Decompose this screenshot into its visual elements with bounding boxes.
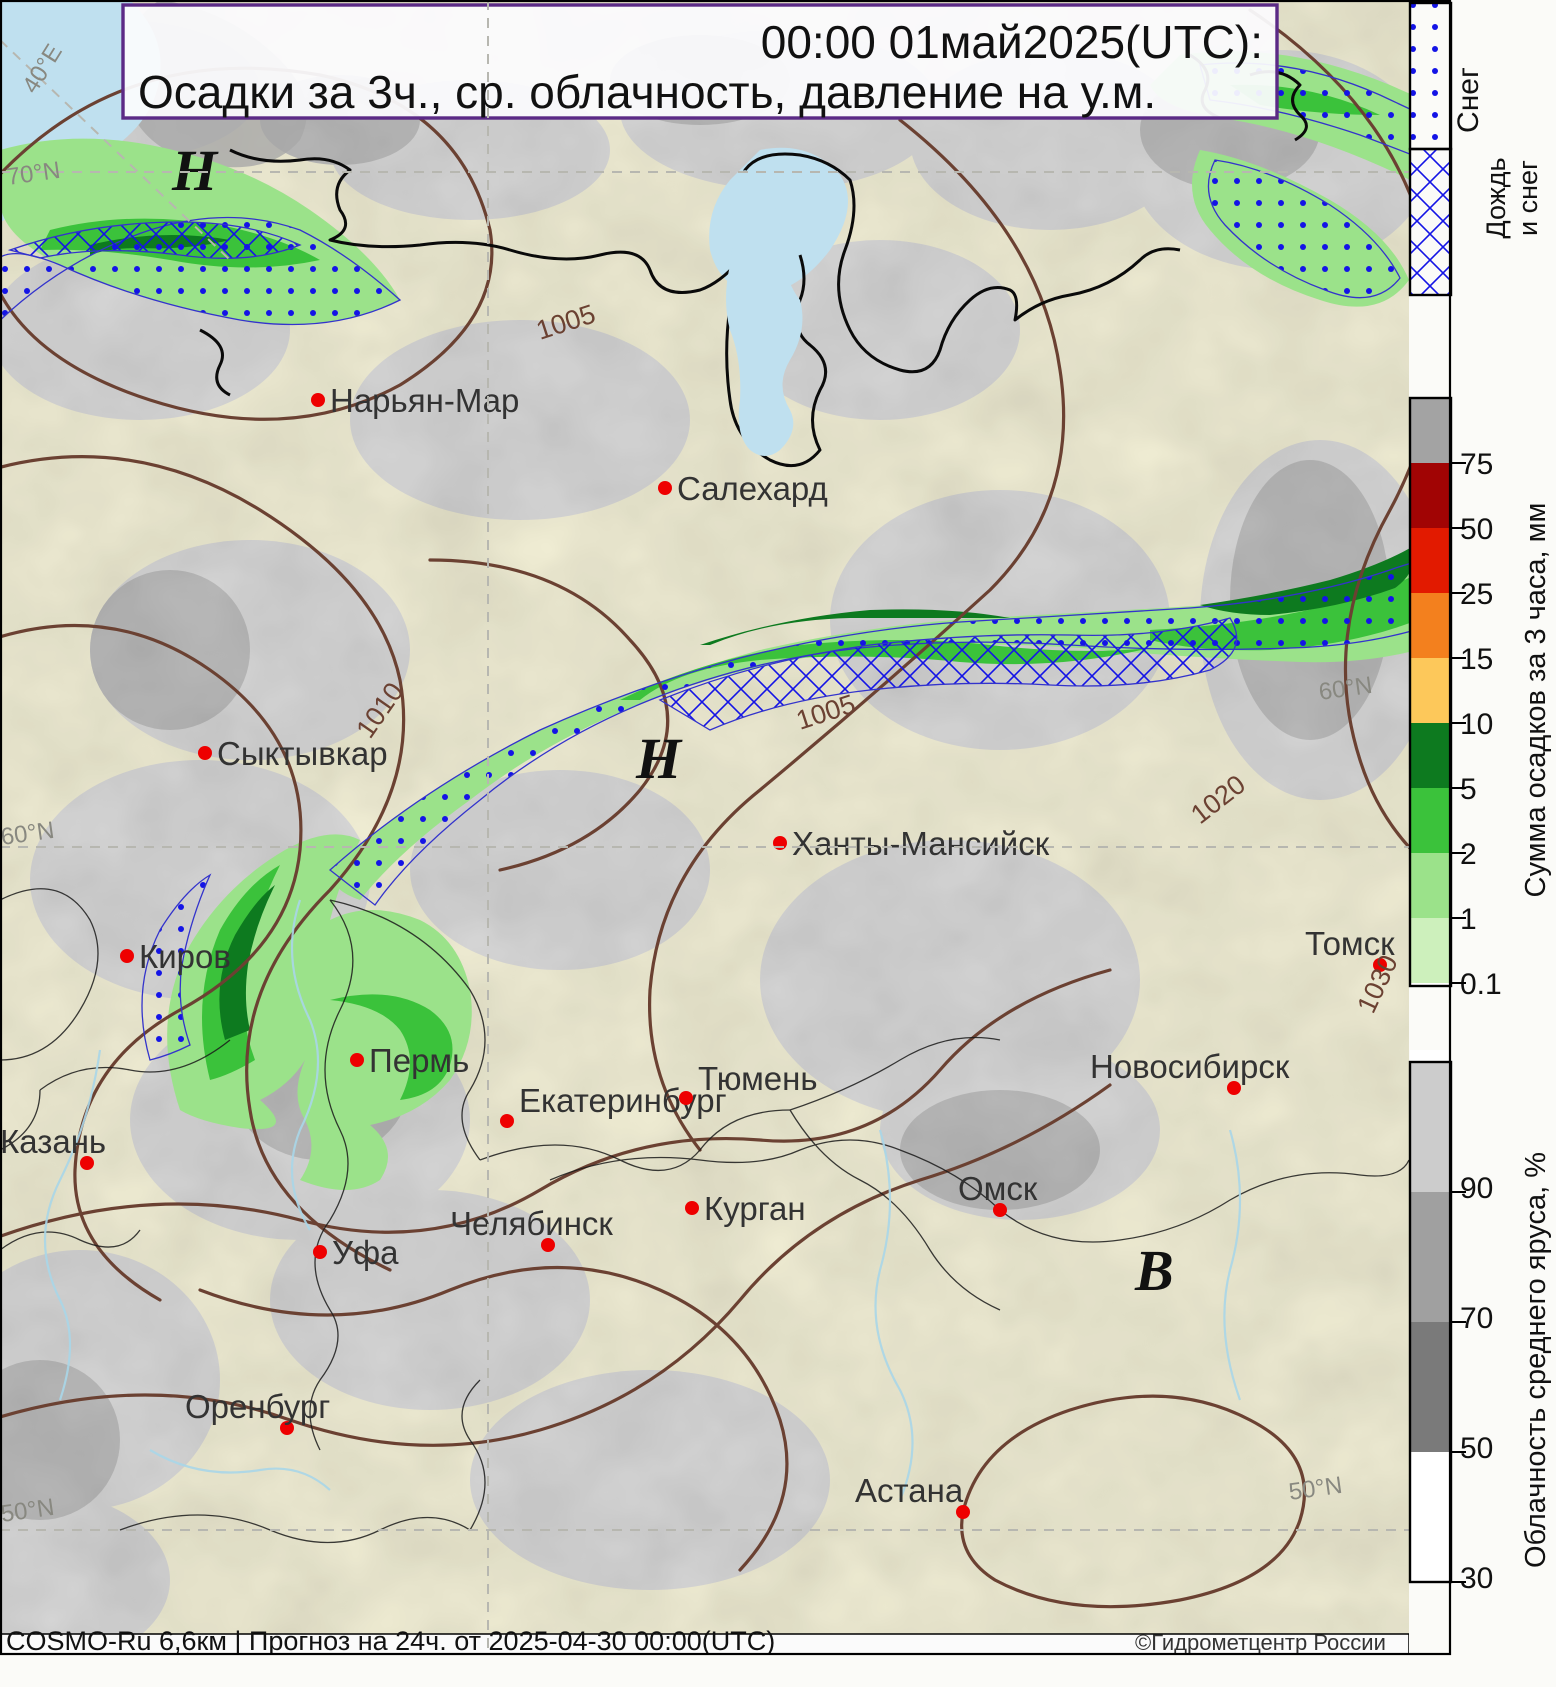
svg-text:10: 10 [1460, 708, 1493, 741]
svg-text:Тюмень: Тюмень [698, 1060, 818, 1097]
svg-text:1: 1 [1460, 903, 1477, 936]
svg-text:Курган: Курган [704, 1190, 806, 1227]
svg-text:Челябинск: Челябинск [450, 1205, 613, 1242]
svg-text:Новосибирск: Новосибирск [1090, 1048, 1290, 1085]
svg-text:Осадки за 3ч., ср. облачность,: Осадки за 3ч., ср. облачность, давление … [138, 66, 1156, 118]
svg-text:Дождь: Дождь [1481, 157, 1511, 238]
svg-text:Пермь: Пермь [369, 1042, 469, 1079]
svg-text:90: 90 [1460, 1172, 1493, 1205]
svg-text:70: 70 [1460, 1302, 1493, 1335]
svg-text:2: 2 [1460, 838, 1477, 871]
svg-text:50: 50 [1460, 1432, 1493, 1465]
svg-text:Киров: Киров [139, 938, 231, 975]
svg-text:Сумма осадков за 3 часа, мм: Сумма осадков за 3 часа, мм [1520, 503, 1552, 898]
svg-text:Астана: Астана [855, 1472, 964, 1509]
svg-text:75: 75 [1460, 448, 1493, 481]
svg-text:Салехард: Салехард [677, 470, 828, 507]
svg-text:E: E [469, 1670, 496, 1686]
svg-text:15: 15 [1460, 643, 1493, 676]
svg-text:Екатеринбург: Екатеринбург [519, 1082, 727, 1119]
svg-text:Ханты-Мансийск: Ханты-Мансийск [792, 825, 1050, 862]
svg-text:30: 30 [1460, 1562, 1493, 1595]
svg-text:5: 5 [1460, 773, 1477, 806]
svg-text:00:00 01май2025(UTC):: 00:00 01май2025(UTC): [761, 16, 1263, 68]
svg-text:Снег: Снег [1452, 67, 1485, 133]
svg-text:Н: Н [171, 138, 219, 203]
svg-text:Сыктывкар: Сыктывкар [217, 735, 388, 772]
svg-text:COSMO-Ru 6,6км | Прогноз на 2: COSMO-Ru 6,6км | Прогноз на 24ч. от 2025… [6, 1626, 775, 1656]
svg-text:Казань: Казань [0, 1123, 106, 1160]
svg-text:25: 25 [1460, 578, 1493, 611]
svg-text:Оренбург: Оренбург [185, 1388, 330, 1425]
svg-text:Уфа: Уфа [332, 1234, 399, 1271]
svg-text:50: 50 [1460, 513, 1493, 546]
svg-text:Нарьян-Мар: Нарьян-Мар [330, 382, 519, 419]
svg-text:©Гидрометцентр России: ©Гидрометцентр России [1135, 1630, 1386, 1655]
svg-text:Омск: Омск [958, 1170, 1038, 1207]
svg-text:Н: Н [635, 726, 683, 791]
svg-text:0.1: 0.1 [1460, 968, 1502, 1001]
svg-text:В: В [1134, 1238, 1174, 1303]
svg-text:Облачность среднего яруса, %: Облачность среднего яруса, % [1520, 1152, 1552, 1568]
svg-text:и снег: и снег [1513, 160, 1543, 236]
